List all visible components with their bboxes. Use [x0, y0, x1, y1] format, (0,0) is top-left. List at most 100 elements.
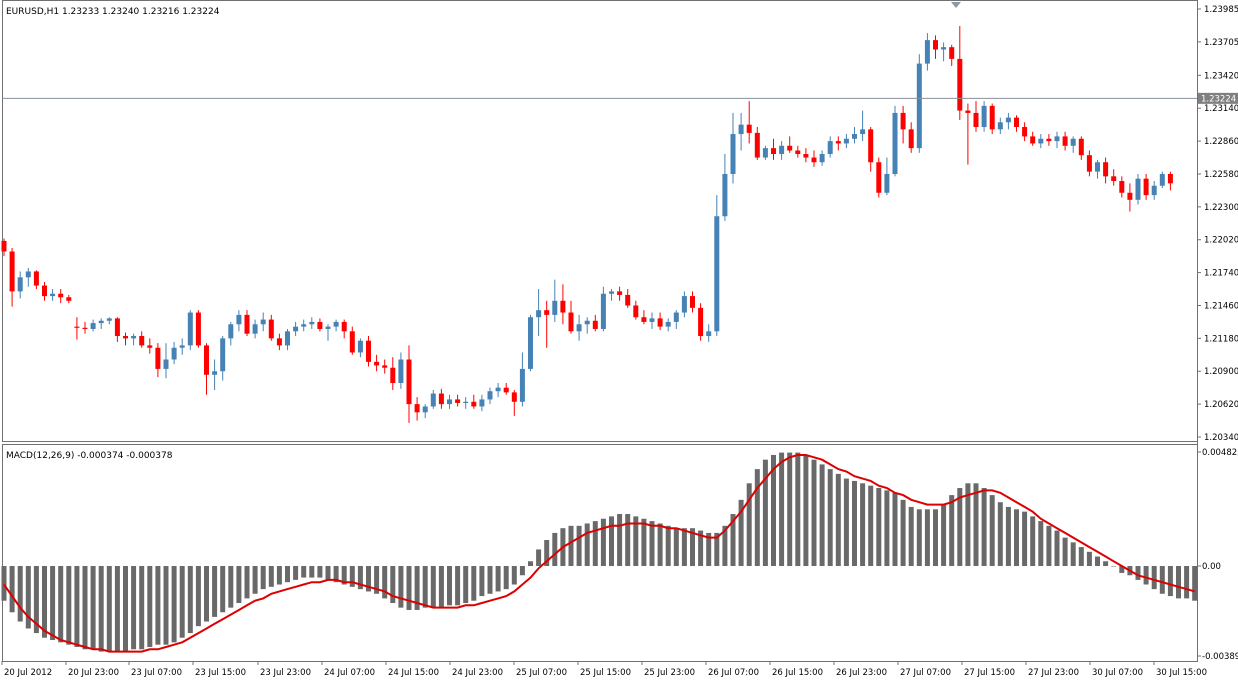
- candle: [366, 336, 371, 367]
- macd-bar: [528, 561, 533, 566]
- current-price-label: 1.23224: [1201, 94, 1236, 104]
- macd-bar: [617, 514, 623, 566]
- candle-body: [924, 40, 930, 64]
- candle: [754, 127, 760, 160]
- macd-bar: [74, 566, 80, 647]
- candle-body: [584, 320, 590, 325]
- macd-bar: [406, 566, 412, 610]
- macd-signal-line: [3, 454, 1195, 653]
- candle: [1, 238, 7, 257]
- candle-body: [447, 399, 452, 405]
- macd-tick-label: 0.004825: [1202, 448, 1238, 458]
- candle-body: [1062, 136, 1068, 146]
- candle: [455, 394, 461, 407]
- candle-body: [58, 293, 64, 298]
- candle: [349, 326, 355, 355]
- candle-body: [892, 112, 898, 174]
- macd-bar: [1143, 566, 1149, 585]
- time-tick-label: 25 Jul 15:00: [580, 668, 631, 678]
- candle: [260, 312, 266, 332]
- macd-bar: [600, 518, 606, 566]
- candle-body: [1135, 178, 1141, 200]
- candle-body: [1022, 127, 1028, 137]
- macd-bar: [641, 518, 647, 566]
- macd-bar: [276, 566, 282, 585]
- candle: [916, 54, 922, 153]
- candle: [900, 105, 906, 144]
- candle: [860, 110, 866, 142]
- candle: [908, 122, 914, 153]
- macd-bar: [511, 566, 517, 585]
- macd-bar: [714, 532, 720, 566]
- candle: [827, 136, 833, 158]
- macd-bar: [924, 509, 930, 566]
- macd-bar: [25, 566, 31, 629]
- candle-body: [341, 321, 347, 332]
- macd-info: MACD(12,26,9) -0.000374 -0.000378: [6, 451, 173, 461]
- candle-body: [495, 387, 501, 392]
- price-tick-label: 1.20900: [1204, 367, 1238, 377]
- time-tick-label: 20 Jul 2012: [4, 668, 52, 678]
- candle: [276, 333, 282, 351]
- candle: [949, 44, 955, 66]
- candle-body: [698, 307, 704, 337]
- macd-bar: [252, 566, 258, 594]
- candlestick-series: [1, 26, 1173, 423]
- candle-body: [33, 271, 39, 286]
- chart-shift-marker-icon[interactable]: [951, 2, 961, 8]
- time-tick-label: 25 Jul 07:00: [516, 668, 567, 678]
- time-axis: 20 Jul 2012 20 Jul 23:00 23 Jul 07:00 23 Ju…: [1, 661, 1207, 678]
- macd-bar: [495, 566, 501, 592]
- candle: [1103, 157, 1109, 184]
- candle-body: [609, 291, 614, 294]
- macd-bar: [649, 521, 655, 566]
- candle: [568, 300, 574, 334]
- candle-body: [195, 312, 201, 346]
- candle: [317, 318, 323, 332]
- candle-body: [123, 336, 128, 339]
- macd-bar: [228, 566, 234, 608]
- candle: [576, 314, 582, 341]
- macd-bar: [819, 464, 825, 566]
- candle-body: [1054, 136, 1060, 142]
- candle-body: [66, 297, 72, 301]
- candle: [714, 195, 720, 337]
- candle-body: [754, 132, 760, 158]
- macd-bar: [317, 566, 323, 578]
- candle-body: [681, 296, 687, 313]
- macd-axis: 0.004825 0.00 -0.00389: [1197, 448, 1238, 662]
- candle: [1022, 122, 1028, 142]
- candle-body: [252, 324, 258, 334]
- candle: [171, 341, 177, 365]
- candle: [341, 319, 347, 339]
- macd-bar: [933, 509, 938, 566]
- candle: [771, 138, 776, 160]
- candle: [989, 103, 995, 135]
- candle: [66, 294, 72, 304]
- candle: [633, 300, 639, 320]
- macd-bar: [438, 566, 444, 608]
- time-tick-label: 30 Jul 15:00: [1156, 668, 1207, 678]
- macd-bar: [1192, 566, 1198, 601]
- candle-body: [25, 271, 31, 278]
- candle: [1119, 176, 1125, 198]
- macd-bar: [536, 549, 542, 566]
- macd-bar: [17, 566, 23, 622]
- macd-bar: [722, 525, 728, 566]
- candle-body: [787, 145, 793, 151]
- candle: [1095, 159, 1100, 179]
- candle-body: [900, 112, 906, 130]
- candle-body: [868, 129, 874, 163]
- candle-body: [90, 323, 96, 329]
- candle: [876, 157, 882, 198]
- candle-body: [673, 312, 679, 322]
- macd-bar: [1062, 537, 1068, 566]
- macd-bar: [690, 528, 695, 566]
- candle: [1143, 173, 1149, 200]
- candle-body: [438, 393, 444, 405]
- time-tick-label: 24 Jul 15:00: [388, 668, 439, 678]
- candle-body: [236, 314, 242, 325]
- candle-body: [390, 367, 396, 383]
- macd-bar: [1095, 556, 1100, 566]
